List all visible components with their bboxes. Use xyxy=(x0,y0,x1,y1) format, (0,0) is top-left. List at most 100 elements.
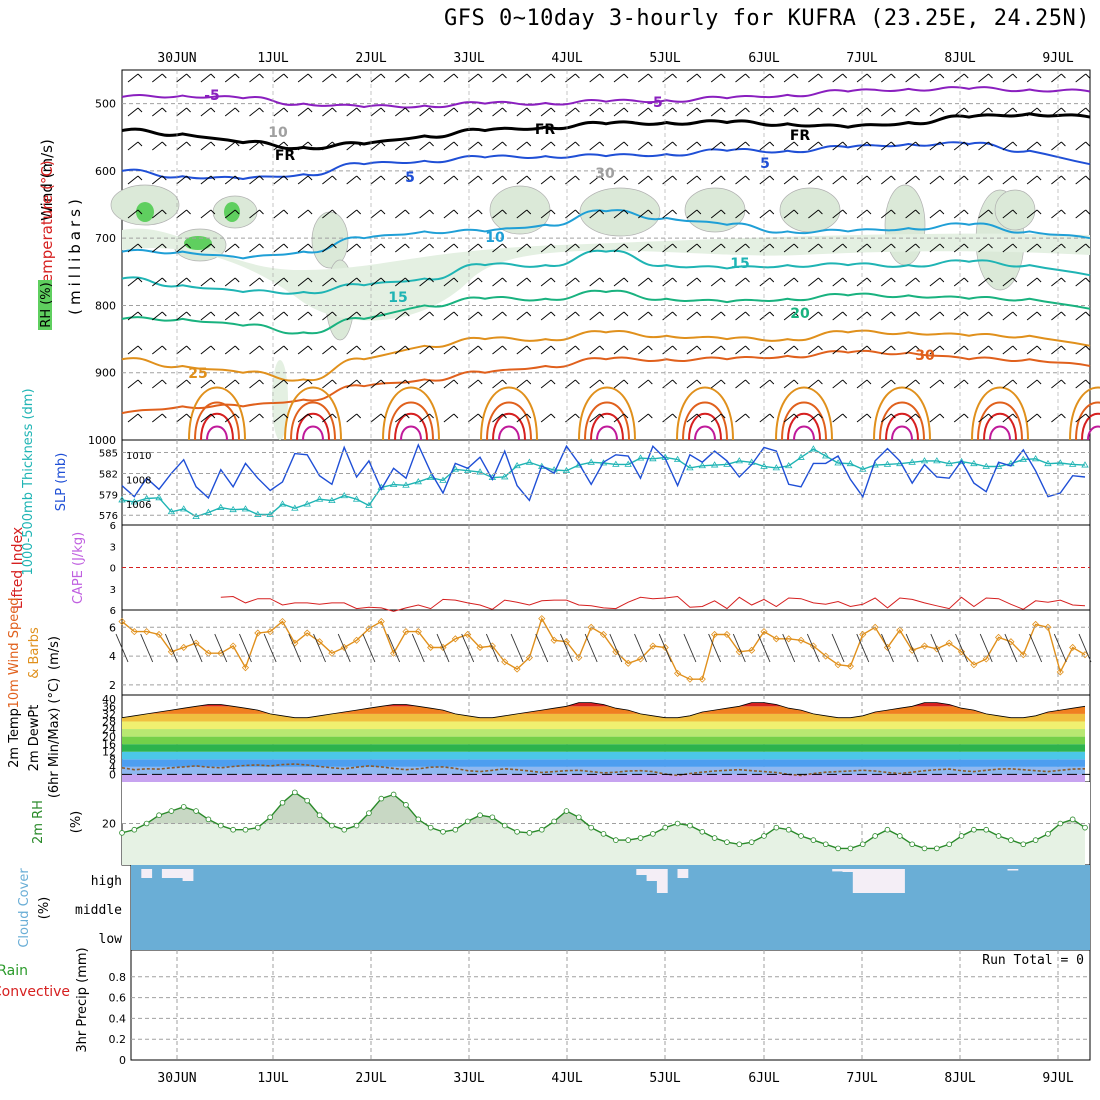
date-label-bottom: 4JUL xyxy=(551,1071,582,1086)
wind-barb-flag xyxy=(234,107,240,113)
wind-barb xyxy=(953,311,965,321)
wind-barb-flag xyxy=(550,311,556,317)
wind-barb xyxy=(929,107,941,117)
wind-barb xyxy=(1075,311,1086,321)
wind-barb xyxy=(613,311,625,321)
wind-barb-flag xyxy=(696,311,702,317)
wind-barb xyxy=(1075,209,1086,219)
wind-barb-flag xyxy=(550,413,556,419)
wind-barb xyxy=(905,175,916,185)
wind-barb xyxy=(589,243,600,253)
wind-barb-flag xyxy=(234,379,240,385)
wind-barb xyxy=(443,379,455,389)
wind-barb xyxy=(782,633,796,663)
wind-barb-flag xyxy=(769,345,775,351)
wind-barb xyxy=(1051,175,1062,185)
wind-barb xyxy=(127,141,139,151)
data-point xyxy=(291,639,299,647)
wind-barb-flag xyxy=(745,243,750,249)
wind-barb-flag xyxy=(161,175,167,181)
wind-barb xyxy=(735,243,746,253)
data-point xyxy=(451,465,460,472)
wind-barb-flag xyxy=(720,73,726,79)
wind-barb xyxy=(589,413,600,423)
wind-barb xyxy=(200,345,212,355)
wind-barb-flag xyxy=(1012,345,1018,351)
wind-barb-flag xyxy=(696,243,702,249)
isotherm-loop xyxy=(891,425,913,441)
wind-barb-flag xyxy=(283,243,289,249)
wind-barb xyxy=(831,633,845,663)
isotherm-loop xyxy=(879,401,925,441)
wind-barb xyxy=(152,73,163,83)
wind-barb xyxy=(152,277,163,287)
wind-barb-flag xyxy=(1061,277,1066,283)
wind-barb-flag xyxy=(769,311,775,317)
rh-axis-title: 2m RH xyxy=(31,800,46,844)
wind-barb-flag xyxy=(939,107,945,113)
isotherm-25 xyxy=(121,329,1091,382)
slp-tick-label: 1008 xyxy=(126,475,151,486)
wind-barb-flag xyxy=(623,243,629,249)
wind-barb-flag xyxy=(988,379,993,385)
data-point xyxy=(241,664,250,672)
wind-barb xyxy=(686,141,698,151)
data-point xyxy=(353,822,360,829)
data-point xyxy=(562,638,571,646)
wind-barb-flag xyxy=(137,345,143,351)
y-tick-label: 1000 xyxy=(88,434,116,447)
data-point xyxy=(291,504,299,511)
contour-label: -5 xyxy=(204,88,220,104)
wind-barb-flag xyxy=(939,345,945,351)
cloud-gaps xyxy=(141,869,1019,893)
wind-barb-flag xyxy=(137,175,143,181)
data-point xyxy=(180,643,188,652)
wind-barb xyxy=(832,243,843,253)
wind-barb-flag xyxy=(915,277,920,283)
data-point xyxy=(340,643,348,652)
wind-barb xyxy=(783,141,795,151)
wind-barb-flag xyxy=(890,379,896,385)
wind-barb xyxy=(929,209,941,219)
wind-barb-flag xyxy=(186,243,191,249)
wind-barb-flag xyxy=(890,413,896,419)
wind-barb xyxy=(930,633,944,663)
wind-barb xyxy=(589,107,600,117)
wind-barb xyxy=(1026,243,1038,253)
wind-barb xyxy=(783,243,795,253)
data-point xyxy=(464,818,471,825)
panel-frame-wind xyxy=(121,609,1091,696)
wind-barb-flag xyxy=(137,277,143,283)
wind-barb-flag xyxy=(672,277,677,283)
wind-barb-flag xyxy=(1012,379,1018,385)
data-point xyxy=(920,457,929,464)
wind-barb-flag xyxy=(988,277,993,283)
data-point xyxy=(118,496,126,503)
data-point xyxy=(315,495,324,502)
wind-barb xyxy=(419,345,430,355)
wind-barb xyxy=(808,209,819,219)
data-point xyxy=(698,675,706,683)
temp-band xyxy=(122,751,1085,760)
contour-label: 10 xyxy=(268,125,288,141)
wind-barb-flag xyxy=(1085,107,1091,113)
wind-barb-flag xyxy=(186,107,191,113)
wind-barb xyxy=(1051,141,1062,151)
wind-barb xyxy=(783,277,795,287)
rh-contour xyxy=(579,187,661,237)
wind-barb-flag xyxy=(672,311,677,317)
isotherm-loop xyxy=(284,386,342,441)
wind-barb-flag xyxy=(161,107,167,113)
li-tick-label: 3 xyxy=(110,585,116,596)
data-point xyxy=(563,808,570,814)
contour-label: -5 xyxy=(647,95,663,111)
wind-barb-flag xyxy=(866,379,872,385)
wind-barb-flag xyxy=(283,209,289,215)
wind-barb xyxy=(759,413,771,423)
data-point xyxy=(329,822,335,829)
data-point xyxy=(921,845,928,852)
data-point xyxy=(192,639,200,647)
wind-barb-flag xyxy=(210,311,216,317)
wind-barb xyxy=(1002,345,1014,355)
data-point xyxy=(687,822,693,829)
